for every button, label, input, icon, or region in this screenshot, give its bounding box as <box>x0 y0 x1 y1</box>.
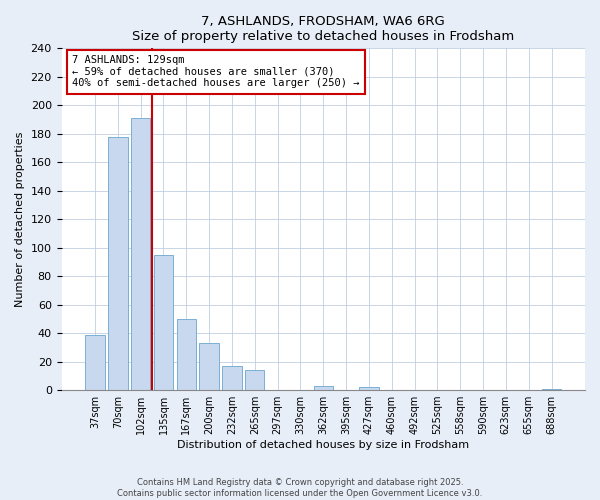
Bar <box>542 388 561 390</box>
Bar <box>359 387 379 390</box>
Bar <box>314 386 333 390</box>
X-axis label: Distribution of detached houses by size in Frodsham: Distribution of detached houses by size … <box>177 440 469 450</box>
Text: 7 ASHLANDS: 129sqm
← 59% of detached houses are smaller (370)
40% of semi-detach: 7 ASHLANDS: 129sqm ← 59% of detached hou… <box>72 55 359 88</box>
Bar <box>131 118 151 390</box>
Bar <box>245 370 265 390</box>
Y-axis label: Number of detached properties: Number of detached properties <box>15 132 25 307</box>
Text: Contains HM Land Registry data © Crown copyright and database right 2025.
Contai: Contains HM Land Registry data © Crown c… <box>118 478 482 498</box>
Bar <box>154 255 173 390</box>
Bar <box>176 319 196 390</box>
Bar <box>222 366 242 390</box>
Title: 7, ASHLANDS, FRODSHAM, WA6 6RG
Size of property relative to detached houses in F: 7, ASHLANDS, FRODSHAM, WA6 6RG Size of p… <box>132 15 514 43</box>
Bar <box>85 334 105 390</box>
Bar <box>108 136 128 390</box>
Bar <box>199 343 219 390</box>
